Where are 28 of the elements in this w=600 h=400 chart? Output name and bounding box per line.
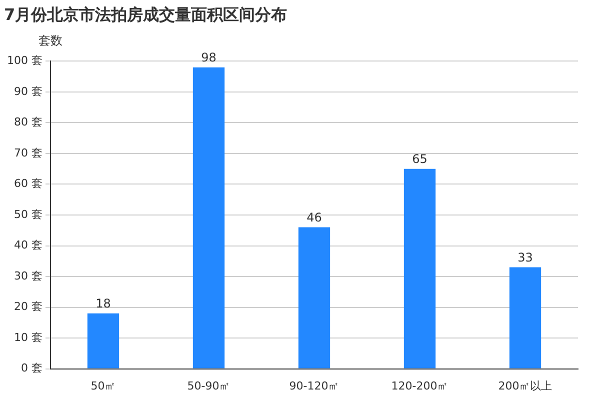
bar bbox=[298, 227, 330, 368]
y-tick-label: 10 套 bbox=[14, 330, 42, 344]
y-tick-label: 50 套 bbox=[14, 208, 42, 221]
data-label: 18 bbox=[96, 296, 111, 311]
x-tick-label: 200㎡以上 bbox=[498, 379, 552, 392]
y-tick-label: 20 套 bbox=[14, 300, 42, 314]
y-tick-label: 70 套 bbox=[14, 146, 42, 160]
x-tick-label: 50㎡ bbox=[90, 379, 116, 392]
data-label: 98 bbox=[201, 50, 216, 64]
y-tick-label: 40 套 bbox=[14, 238, 42, 252]
y-tick-label: 100 套 bbox=[6, 54, 42, 68]
bar bbox=[509, 267, 542, 368]
data-label: 65 bbox=[412, 152, 428, 166]
y-tick-label: 30 套 bbox=[14, 269, 42, 282]
y-tick-label: 0 套 bbox=[20, 362, 42, 375]
x-tick-label: 50-90㎡ bbox=[187, 379, 230, 392]
x-tick-label: 120-200㎡ bbox=[391, 379, 448, 392]
y-tick-label: 60 套 bbox=[14, 177, 42, 190]
bar bbox=[192, 67, 225, 368]
data-label: 46 bbox=[306, 210, 322, 224]
x-tick-label: 90-120㎡ bbox=[289, 379, 340, 392]
y-tick-label: 80 套 bbox=[14, 116, 42, 129]
bar bbox=[87, 313, 120, 368]
chart-title: 7月份北京市法拍房成交量面积区间分布 bbox=[4, 4, 288, 24]
bar bbox=[404, 168, 436, 368]
data-label: 33 bbox=[518, 250, 533, 264]
y-tick-label: 90 套 bbox=[14, 84, 42, 98]
y-axis-title: 套数 bbox=[38, 33, 62, 48]
